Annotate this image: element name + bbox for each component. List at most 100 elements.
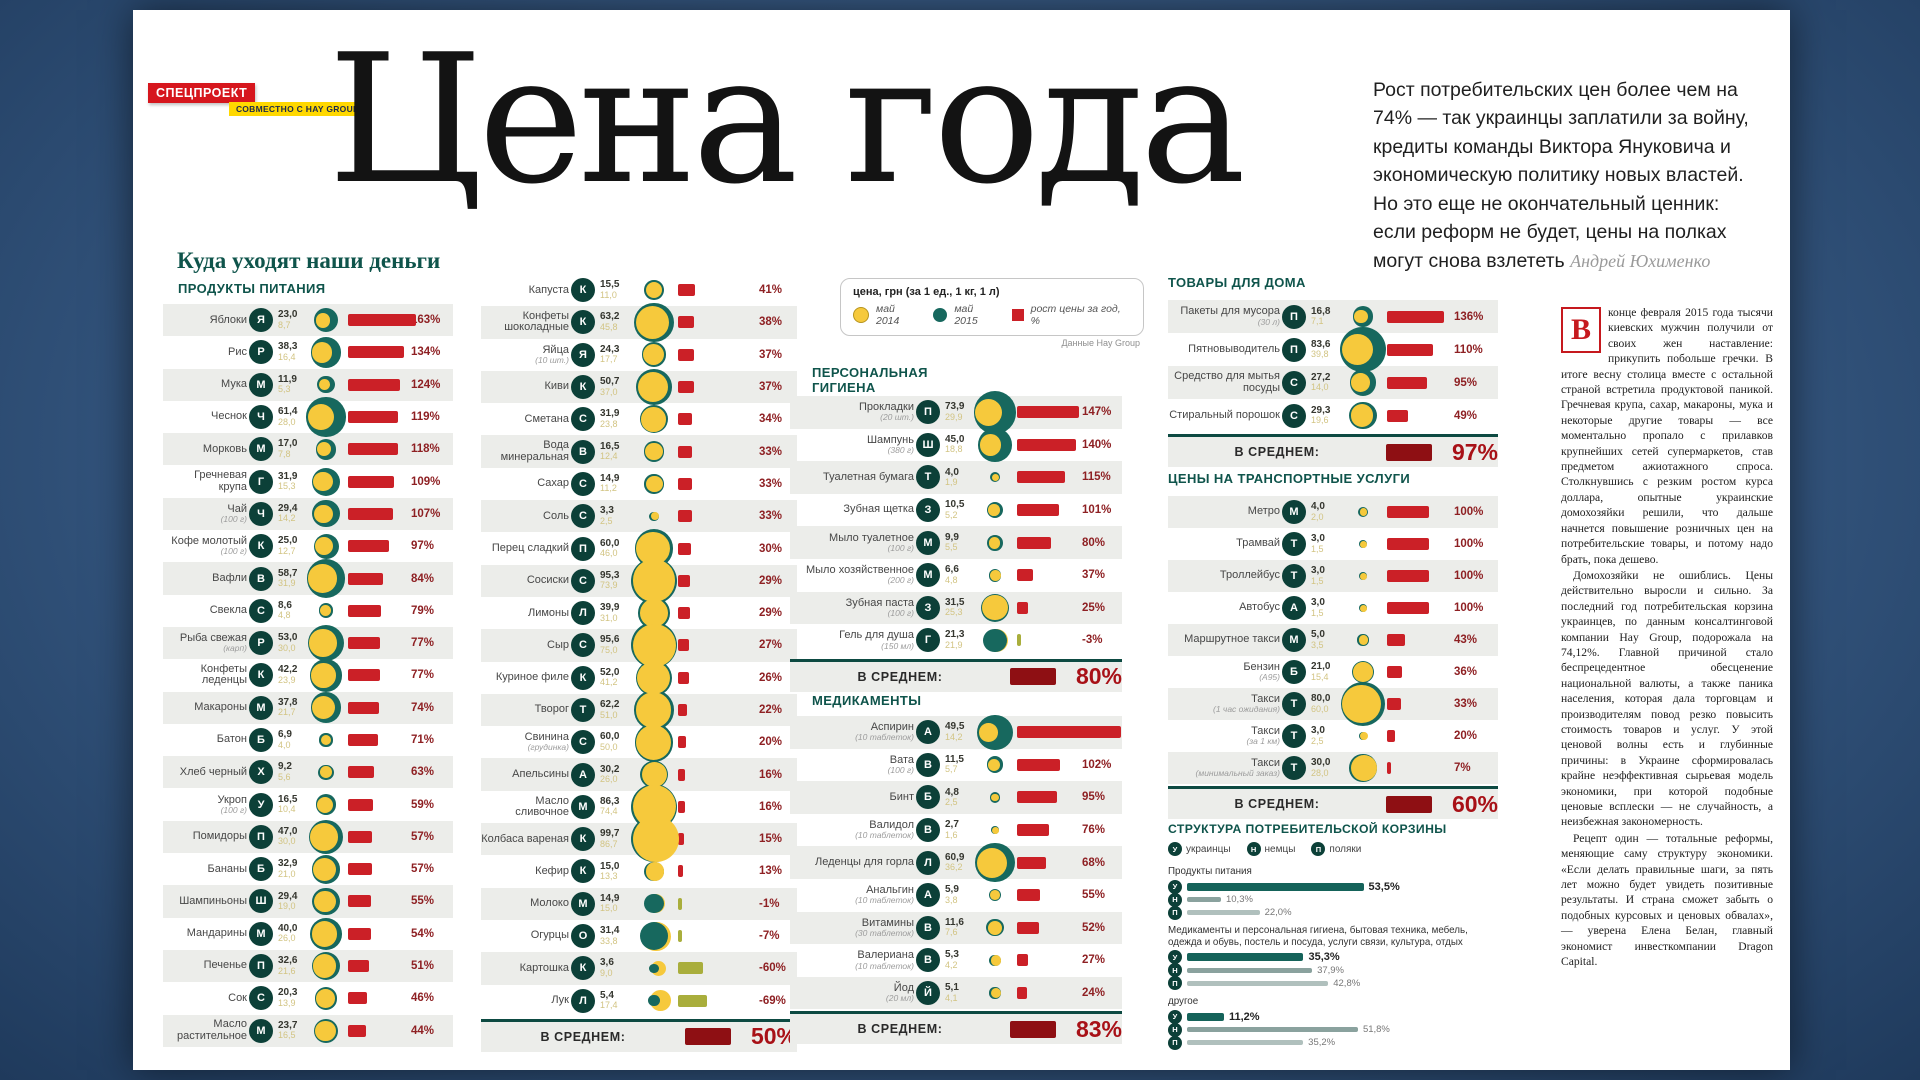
price-2015: 31,9: [278, 470, 298, 482]
product-icon: С: [249, 986, 273, 1011]
product-row: Такси (за 1 км) Т 3,0 2,5 20%: [1168, 720, 1498, 752]
product-name: Шампиньоны: [179, 894, 247, 907]
product-row: Укроп (100 г) У 16,5 10,4 59%: [163, 788, 453, 820]
price-2014: 3,8: [945, 894, 958, 905]
price-2014: 36,2: [945, 862, 963, 873]
price-2015: 21,3: [945, 629, 965, 641]
price-2015: 62,2: [600, 699, 620, 711]
product-icon: А: [916, 883, 940, 908]
hay-group-badge: СОВМЕСТНО С HAY GROUP: [229, 102, 367, 116]
may2014-icon: [853, 307, 869, 323]
product-row: Маршрутное такси М 5,0 3,5 43%: [1168, 624, 1498, 656]
average-label: В СРЕДНЕМ:: [1234, 797, 1320, 811]
ukrainians-icon: У: [1168, 1009, 1182, 1024]
product-row: Мандарины М 40,0 26,0 54%: [163, 917, 453, 950]
drop-cap: В: [1561, 307, 1601, 353]
product-row: Молоко М 14,9 15,0 -1%: [481, 887, 797, 920]
growth-percent: 15%: [759, 833, 783, 846]
basket-bar: [1187, 1027, 1358, 1033]
growth-percent: 101%: [1082, 504, 1112, 517]
product-row: Творог Т 62,2 51,0 22%: [481, 690, 797, 730]
product-row: Морковь М 17,0 7,8 118%: [163, 433, 453, 466]
product-icon: С: [1282, 370, 1306, 395]
product-name: Туалетная бумага: [822, 470, 914, 483]
price-2015: 58,7: [278, 567, 298, 579]
price-circle-2014: [1360, 732, 1369, 740]
product-note: (150 мл): [881, 640, 914, 651]
growth-percent: 115%: [1082, 471, 1111, 484]
price-circle-2014: [643, 344, 665, 366]
product-name: Чай (100 г): [163, 503, 247, 525]
price-circle-2014: [632, 559, 676, 603]
poles-icon: П: [1168, 976, 1182, 991]
product-icon: К: [571, 956, 595, 981]
growth-bar: [348, 507, 393, 520]
price-2015: 16,5: [278, 793, 298, 805]
price-circle-2014: [312, 342, 333, 363]
ukrainians-icon: У: [1168, 879, 1182, 894]
product-row: Чай (100 г) Ч 29,4 14,2 107%: [163, 497, 453, 531]
product-note: (100 г): [220, 514, 247, 525]
product-icon: М: [1282, 500, 1306, 524]
price-2014: 5,6: [278, 771, 291, 782]
product-row: Куриное филе К 52,0 41,2 26%: [481, 659, 797, 696]
product-row: Хлеб черный Х 9,2 5,6 63%: [163, 756, 453, 789]
growth-bar: [1387, 698, 1401, 710]
product-name: Батон: [216, 733, 247, 746]
average-row: В СРЕДНЕМ: 97%: [1168, 434, 1498, 467]
product-row: Гель для душа (150 мл) Г 21,3 21,9 -3%: [790, 624, 1122, 657]
price-circle-2014: [318, 378, 331, 391]
product-name: Стиральный порошок: [1169, 408, 1280, 421]
growth-bar: [1017, 438, 1076, 451]
product-name: Макароны: [194, 701, 247, 714]
growth-bar: [678, 574, 691, 587]
product-row: Шампиньоны Ш 29,4 19,0 55%: [163, 885, 453, 918]
growth-percent: 57%: [411, 863, 435, 876]
growth-bar: [1017, 954, 1029, 967]
price-2015: 5,4: [600, 989, 614, 1001]
basket-value: 51,8%: [1362, 1024, 1390, 1036]
growth-percent: 140%: [1082, 438, 1112, 451]
product-icon: С: [571, 471, 595, 496]
basket-bar: [1187, 1040, 1304, 1046]
growth-percent: 33%: [1454, 698, 1478, 710]
average-percent: 80%: [1075, 663, 1122, 690]
product-icon: К: [571, 665, 595, 690]
growth-bar: [678, 994, 707, 1007]
growth-bar: [348, 830, 372, 843]
product-note: (20 шт.): [880, 412, 914, 423]
price-2015: 30,0: [1311, 757, 1331, 769]
price-circle-2014: [311, 921, 338, 947]
product-note: (200 г): [887, 575, 914, 586]
growth-percent: -3%: [1082, 634, 1103, 647]
product-name: Чеснок: [211, 410, 247, 423]
growth-percent: 59%: [411, 798, 435, 811]
growth-percent: 44%: [411, 1024, 435, 1037]
product-icon: П: [916, 400, 940, 425]
price-2015: 60,9: [945, 851, 965, 863]
growth-percent: -69%: [759, 994, 786, 1007]
product-icon: Т: [916, 465, 940, 490]
price-2015: 6,6: [945, 564, 959, 576]
poles-icon: П: [1168, 905, 1182, 920]
household-column: Пакеты для мусора (30 л) П 16,8 7,1 136% Пятно…: [1168, 300, 1498, 467]
medicine-column: Аспирин(10 таблеток)А49,514,2248%Вата(10…: [790, 714, 1122, 1045]
price-2014: 28,0: [1311, 767, 1329, 778]
price-2014: 33,8: [600, 935, 618, 946]
price-2014: 8,7: [278, 319, 291, 330]
price-2015: 53,0: [278, 632, 298, 644]
price-2014: 23,8: [600, 418, 618, 429]
growth-bar: [1387, 409, 1408, 422]
price-2014: 3,5: [1311, 639, 1324, 650]
product-note: (10 шт.): [535, 354, 569, 365]
price-2014: 45,8: [600, 321, 618, 332]
average-bar: [685, 1028, 731, 1046]
price-2014: 28,0: [278, 416, 296, 427]
price-2015: 16,8: [1311, 305, 1331, 317]
product-icon: Б: [249, 728, 273, 752]
growth-bar: [1387, 506, 1429, 518]
product-row: Йод (20 мл) Й 5,1 4,1 24%: [790, 976, 1122, 1010]
price-circle-2014: [311, 663, 336, 688]
price-circle-2014: [1350, 404, 1374, 427]
price-2014: 26,0: [278, 933, 296, 944]
